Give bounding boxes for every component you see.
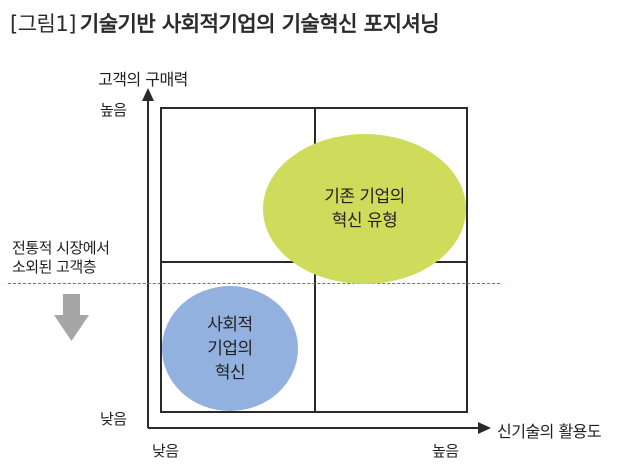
existing-innovation-ellipse: 기존 기업의 혁신 유형 (263, 134, 466, 284)
social-innovation-line-2: 기업의 (207, 338, 253, 359)
figure-title-text: 기술기반 사회적기업의 기술혁신 포지셔닝 (79, 12, 440, 36)
annotation-line-2: 소외된 고객층 (12, 258, 97, 276)
figure-label: [그림1] (10, 12, 76, 36)
y-axis-label: 고객의 구매력 (98, 70, 188, 89)
x-axis-high-label: 높음 (432, 442, 459, 460)
existing-innovation-line-1: 기존 기업의 (324, 187, 405, 207)
figure-title: [그림1] 기술기반 사회적기업의 기술혁신 포지셔닝 (10, 8, 440, 38)
social-innovation-ellipse: 사회적 기업의 혁신 (162, 286, 298, 411)
x-axis-arrowhead (478, 422, 491, 434)
annotation-line-1: 전통적 시장에서 (12, 239, 110, 257)
down-arrow-icon (54, 294, 89, 341)
y-axis-high-label: 높음 (100, 101, 127, 119)
y-axis-arrowhead (142, 88, 154, 101)
threshold-dashed-line (8, 283, 500, 284)
social-innovation-line-1: 사회적 (207, 314, 253, 335)
y-axis-low-label: 낮음 (100, 410, 127, 428)
x-axis-label: 신기술의 활용도 (497, 422, 602, 441)
social-innovation-line-3: 혁신 (214, 362, 246, 383)
existing-innovation-line-2: 혁신 유형 (331, 211, 398, 231)
x-axis-low-label: 낮음 (152, 442, 179, 460)
